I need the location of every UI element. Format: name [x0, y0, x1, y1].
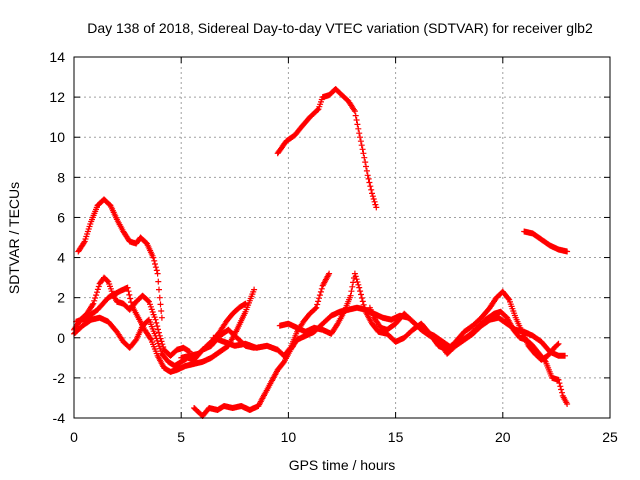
plus-markers: [191, 304, 571, 419]
series-track-3: [521, 228, 571, 255]
plus-markers: [178, 300, 249, 361]
series-track-10: [276, 270, 562, 363]
y-tick-label: 6: [57, 209, 65, 225]
plus-markers: [73, 284, 258, 375]
y-tick-label: -2: [53, 370, 66, 386]
x-tick-label: 25: [602, 429, 618, 445]
plus-markers: [276, 270, 562, 363]
plus-markers: [210, 270, 333, 359]
series-track-1: [75, 196, 165, 321]
x-tick-label: 10: [281, 429, 297, 445]
y-tick-label: 12: [49, 89, 65, 105]
plus-markers: [521, 228, 571, 255]
data-series: [71, 86, 571, 419]
series-track-2: [274, 86, 380, 211]
series-track-7: [178, 300, 249, 361]
x-tick-label: 5: [177, 429, 185, 445]
y-tick-label: 10: [49, 129, 65, 145]
y-axis-ticks: -4 -2 0 2 4 6 8 10 12 14: [49, 49, 610, 426]
plus-markers: [274, 86, 380, 211]
y-tick-label: 0: [57, 330, 65, 346]
chart-title: Day 138 of 2018, Sidereal Day-to-day VTE…: [87, 20, 593, 36]
plus-markers: [366, 304, 568, 359]
x-tick-label: 0: [70, 429, 78, 445]
x-tick-label: 20: [495, 429, 511, 445]
y-tick-label: 14: [49, 49, 65, 65]
y-tick-label: 2: [57, 290, 65, 306]
y-axis-label: SDTVAR / TECUs: [6, 182, 22, 294]
series-track-8: [191, 304, 571, 419]
x-tick-label: 15: [388, 429, 404, 445]
series-track-11: [366, 304, 568, 359]
y-tick-label: 8: [57, 169, 65, 185]
grid-lines: [74, 57, 610, 418]
plus-markers: [75, 196, 165, 321]
y-tick-label: -4: [53, 410, 66, 426]
plot-frame: [73, 56, 611, 419]
series-track-9: [210, 270, 333, 359]
x-axis-label: GPS time / hours: [289, 457, 396, 473]
y-tick-label: 4: [57, 250, 65, 266]
series-track-6: [73, 284, 258, 375]
